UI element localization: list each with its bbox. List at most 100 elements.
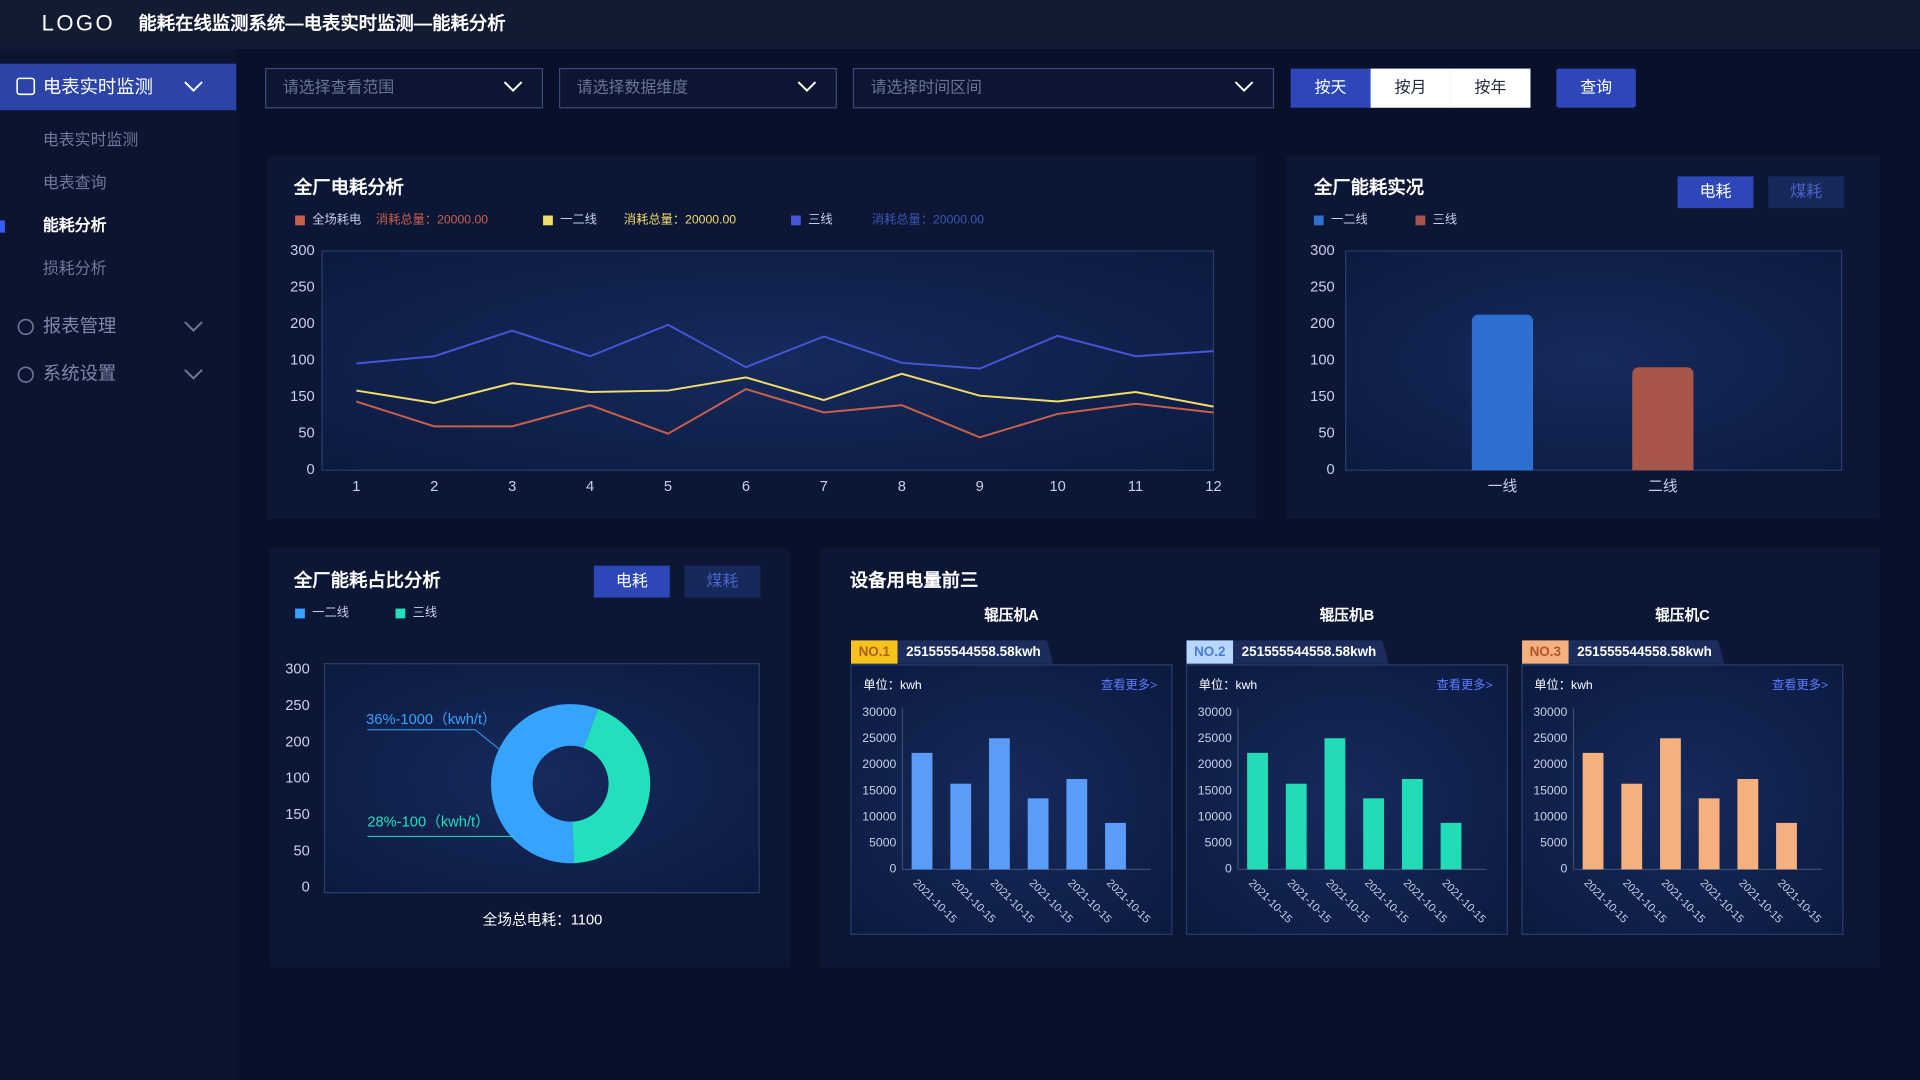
tab[interactable] (593, 565, 670, 598)
legend-note: 消耗总量：20000.00 (376, 213, 488, 227)
bar (1660, 738, 1681, 870)
series-line (356, 388, 1214, 439)
menu-item[interactable]: 报表管理 (43, 315, 116, 336)
dropdown[interactable] (852, 67, 1275, 109)
rank-badge (1522, 640, 1569, 664)
menu-item[interactable]: 系统设置 (43, 363, 116, 384)
bar (911, 752, 933, 870)
legend-note: 消耗总量：20000.00 (624, 213, 736, 227)
total-label: 251555544558.58kwh (906, 644, 1041, 659)
chart-title: 全厂能耗实况 (1313, 176, 1425, 197)
total-label: 251555544558.58kwh (1242, 644, 1377, 659)
period-button[interactable] (1290, 68, 1371, 108)
mini-box (1185, 664, 1508, 935)
plot-box (1345, 250, 1843, 471)
menu-item[interactable]: 电表实时监测 (43, 76, 153, 97)
more-link[interactable]: 查看更多> (1772, 678, 1828, 692)
tab[interactable] (1677, 176, 1754, 209)
y-tick-label: 10000 (1198, 809, 1232, 823)
period-button[interactable] (1370, 68, 1451, 108)
dropdown[interactable] (265, 67, 544, 109)
x-tick-label: 2 (430, 479, 438, 495)
bar (1401, 779, 1423, 870)
leader-line (367, 729, 500, 750)
y-tick-label: 250 (1310, 279, 1335, 295)
x-tick-label: 5 (664, 479, 672, 495)
y-tick-label: 5000 (1205, 835, 1232, 849)
legend-swatch (1415, 215, 1426, 226)
machine-title: 辊压机B (1320, 606, 1375, 624)
unit-label: 单位：kwh (1199, 677, 1258, 692)
series-line (356, 372, 1214, 408)
page-title: 能耗在线监测系统—电表实时监测—能耗分析 (138, 12, 505, 33)
legend-label: 三线 (413, 606, 437, 620)
y-tick-label: 250 (285, 698, 310, 714)
submenu-item[interactable]: 损耗分析 (43, 260, 107, 278)
bar (1363, 798, 1385, 870)
y-tick-label: 0 (307, 462, 315, 478)
legend-label: 一二线 (560, 213, 597, 227)
y-tick-label: 20000 (1533, 757, 1567, 771)
y-tick-label: 20000 (1198, 757, 1232, 771)
y-tick-label: 50 (293, 843, 309, 859)
chevron-icon (184, 81, 203, 92)
chevron-icon (184, 369, 203, 380)
section-title: 设备用电量前三 (850, 569, 979, 590)
data-label: 28%-100（kwh/t） (367, 814, 489, 831)
y-tick-label: 0 (1561, 862, 1568, 876)
more-link[interactable]: 查看更多> (1101, 678, 1157, 692)
rank-badge (851, 640, 898, 664)
x-tick-label: 9 (976, 479, 984, 495)
dropdown[interactable] (558, 67, 837, 109)
chevron-icon (797, 81, 817, 92)
y-tick-label: 300 (285, 662, 310, 678)
legend-swatch (791, 215, 801, 226)
chart-title: 全厂能耗占比分析 (293, 569, 441, 590)
legend-swatch (1313, 215, 1324, 226)
y-tick-label: 30000 (1533, 705, 1567, 719)
annotation: 全场总电耗：1100 (483, 911, 603, 929)
submenu-item[interactable]: 电表实时监测 (43, 131, 138, 149)
x-tick-label: 一线 (1488, 478, 1518, 495)
y-tick-label: 5000 (869, 835, 896, 849)
period-label: 按天 (1315, 78, 1347, 96)
y-tick-label: 0 (302, 880, 310, 896)
y-tick-label: 30000 (1198, 705, 1232, 719)
x-tick-label: 4 (586, 479, 594, 495)
bar (989, 738, 1010, 870)
bar (1066, 779, 1088, 870)
rank-badge (1186, 640, 1234, 664)
bar (1621, 783, 1643, 870)
y-tick-label: 50 (298, 426, 314, 442)
mini-box (1521, 664, 1844, 935)
header-bar (0, 0, 1920, 49)
tab-label: 电耗 (1700, 182, 1732, 200)
y-tick-label: 30000 (862, 705, 896, 719)
y-tick-label: 100 (285, 771, 310, 787)
x-tick-label: 10 (1049, 479, 1065, 495)
legend-swatch (543, 215, 553, 226)
legend-swatch (395, 608, 406, 619)
tab[interactable] (684, 565, 761, 598)
y-tick-label: 5000 (1540, 835, 1567, 849)
legend-swatch (295, 215, 305, 226)
menu-icon (17, 318, 34, 336)
legend-swatch (295, 608, 305, 619)
query-label: 查询 (1580, 78, 1612, 96)
series-line (356, 323, 1214, 370)
period-button[interactable] (1450, 68, 1531, 108)
bar (1698, 798, 1720, 870)
tab[interactable] (1768, 176, 1845, 209)
submenu-item[interactable]: 能耗分析 (43, 216, 107, 235)
query-button[interactable] (1556, 68, 1636, 108)
y-tick-label: 0 (1327, 462, 1335, 478)
y-tick-label: 150 (1310, 389, 1335, 405)
bar (1324, 738, 1346, 870)
more-link[interactable]: 查看更多> (1437, 678, 1493, 692)
total-tag (851, 640, 1054, 664)
bar (1632, 367, 1694, 471)
y-tick-label: 20000 (862, 757, 896, 771)
submenu-item[interactable]: 电表查询 (43, 174, 107, 192)
y-tick-label: 200 (285, 734, 310, 750)
